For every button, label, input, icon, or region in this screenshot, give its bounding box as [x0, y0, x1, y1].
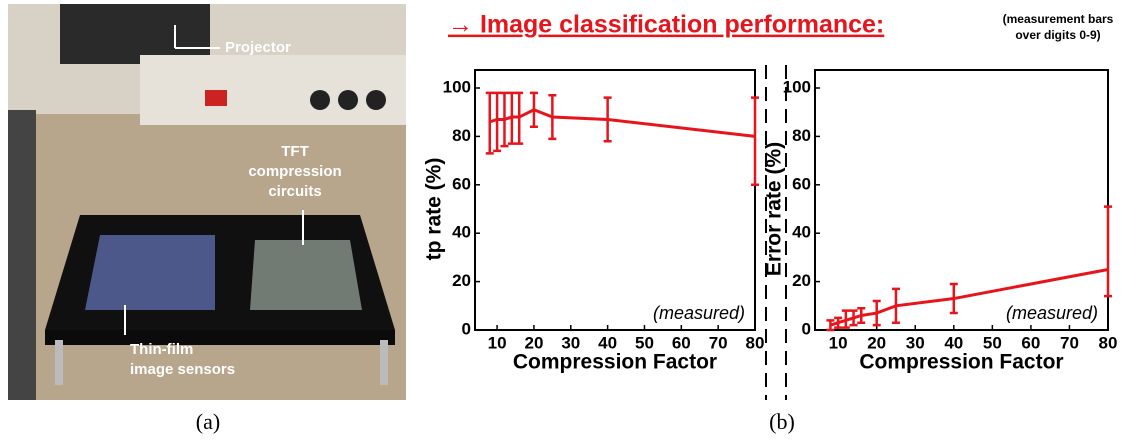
caption: (b)	[769, 409, 795, 434]
note: (measurement bars	[1003, 12, 1114, 26]
x-tick-label: 10	[488, 333, 507, 352]
plot-frame	[815, 70, 1108, 330]
photo-label: Thin-film	[130, 341, 193, 358]
heading: → Image classification performance:	[448, 11, 884, 39]
outlet	[338, 90, 358, 110]
photo-label: Projector	[225, 39, 291, 56]
switch	[205, 90, 227, 106]
outlet	[366, 90, 386, 110]
error-bar	[486, 93, 494, 154]
photo: Projector TFT compression circuits Thin-…	[8, 4, 406, 400]
y-tick-label: 60	[452, 174, 471, 193]
photo-label: TFT	[281, 143, 309, 160]
y-tick-label: 40	[792, 223, 811, 242]
plot-frame	[475, 70, 755, 330]
error-bar	[1104, 207, 1112, 297]
photo-label: image sensors	[130, 361, 235, 378]
sensor-array	[85, 235, 215, 310]
x-tick-label: 80	[1099, 333, 1118, 352]
x-axis-label: Compression Factor	[859, 351, 1063, 374]
y-tick-label: 100	[443, 77, 471, 96]
y-tick-label: 20	[792, 271, 811, 290]
y-axis-label: Error rate (%)	[763, 142, 786, 276]
y-tick-label: 60	[792, 174, 811, 193]
photo-label: circuits	[268, 183, 321, 200]
y-tick-label: 100	[783, 77, 811, 96]
y-axis-label: tp rate (%)	[423, 158, 446, 261]
photo-label: compression	[248, 163, 341, 180]
y-tick-label: 0	[802, 319, 811, 338]
y-tick-label: 80	[452, 126, 471, 145]
x-axis-label: Compression Factor	[513, 351, 717, 374]
leg	[380, 340, 388, 385]
leg	[55, 340, 63, 385]
series-line	[490, 110, 755, 137]
y-tick-label: 20	[452, 271, 471, 290]
error-bar	[751, 98, 759, 185]
y-tick-label: 40	[452, 223, 471, 242]
y-tick-label: 80	[792, 126, 811, 145]
x-tick-label: 10	[829, 333, 848, 352]
note: over digits 0-9)	[1015, 28, 1100, 42]
outlet	[310, 90, 330, 110]
power-strip	[140, 55, 406, 125]
stand	[8, 110, 36, 400]
caption: (a)	[196, 409, 220, 434]
figure: Projector TFT compression circuits Thin-…	[0, 0, 1133, 443]
tft-glass	[250, 240, 362, 310]
board-edge	[45, 330, 395, 345]
annotation: (measured)	[653, 303, 745, 323]
annotation: (measured)	[1006, 303, 1098, 323]
y-tick-label: 0	[462, 319, 471, 338]
x-tick-label: 80	[746, 333, 765, 352]
